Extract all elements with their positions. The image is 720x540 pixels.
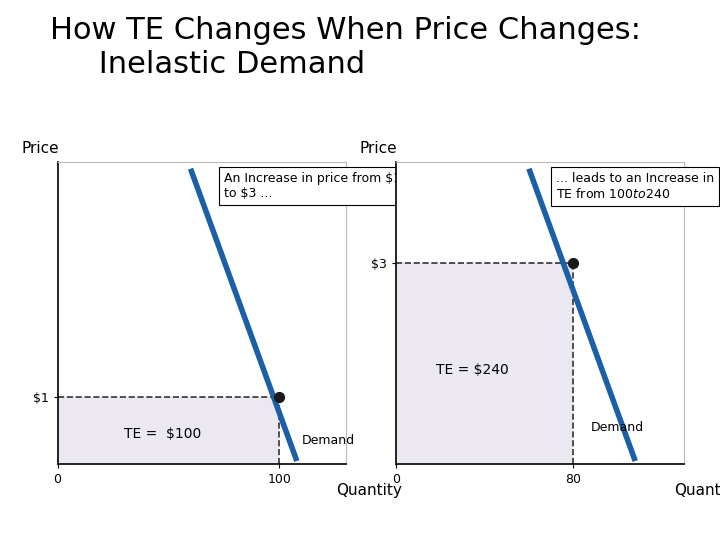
Text: TE =  $100: TE = $100 — [124, 427, 202, 441]
X-axis label: Quantity: Quantity — [336, 483, 402, 497]
Bar — [396, 263, 573, 464]
Bar — [58, 397, 279, 464]
Y-axis label: Price: Price — [22, 141, 59, 156]
Text: ... leads to an Increase in
TE from $100 to $240: ... leads to an Increase in TE from $100… — [556, 172, 714, 201]
Text: Demand: Demand — [301, 434, 354, 447]
Point — [567, 259, 579, 267]
Text: TE = $240: TE = $240 — [436, 363, 508, 377]
Y-axis label: Price: Price — [360, 141, 397, 156]
Text: An Increase in price from $1
to $3 ...: An Increase in price from $1 to $3 ... — [224, 172, 401, 200]
Text: Demand: Demand — [591, 421, 644, 434]
Text: How TE Changes When Price Changes:
     Inelastic Demand: How TE Changes When Price Changes: Inela… — [50, 16, 642, 79]
Point — [274, 393, 285, 402]
X-axis label: Quantity: Quantity — [674, 483, 720, 497]
